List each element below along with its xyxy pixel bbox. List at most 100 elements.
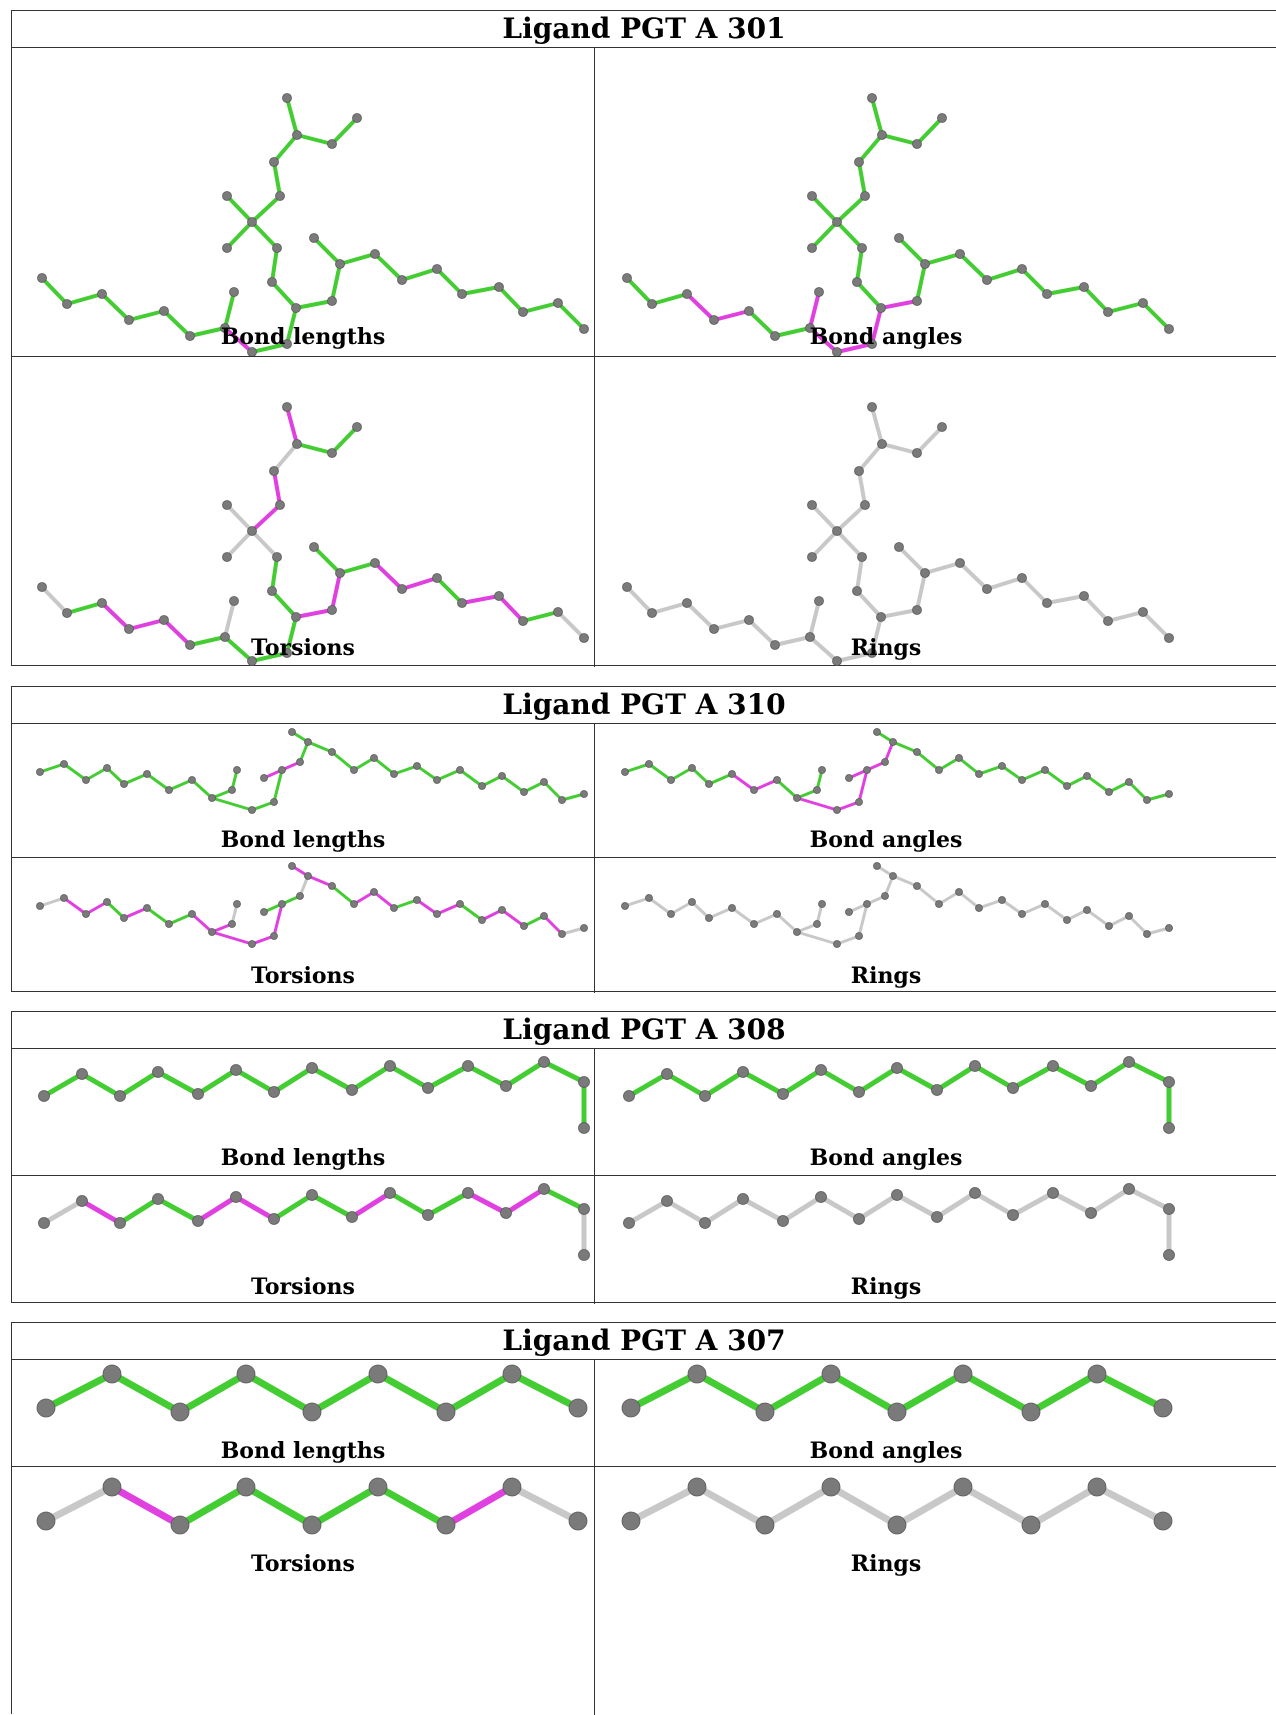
atom (860, 500, 870, 510)
molecule-view (36, 862, 588, 948)
bond (508, 1370, 582, 1412)
atom (270, 932, 278, 940)
bond (400, 576, 439, 591)
atom (397, 275, 407, 285)
bond (503, 1059, 547, 1089)
atom (36, 768, 44, 776)
view-cell: Bond lengths (12, 48, 594, 356)
atom (82, 910, 90, 918)
atom (728, 770, 736, 778)
atom (818, 766, 826, 774)
bond (740, 1069, 786, 1097)
atom (744, 615, 754, 625)
molecule-view (622, 402, 1174, 666)
bond (702, 1196, 746, 1226)
bond (250, 342, 289, 354)
bond (62, 762, 88, 782)
view-cell: Torsions (12, 857, 594, 993)
atom (282, 93, 292, 103)
atom (854, 157, 864, 167)
bond (225, 503, 254, 533)
atom (165, 786, 173, 794)
bond (556, 301, 586, 331)
atom (1085, 1207, 1097, 1219)
bond (122, 772, 149, 786)
atom (661, 1068, 673, 1080)
atom (920, 568, 930, 578)
bond (625, 276, 654, 306)
bond (195, 1194, 239, 1224)
bond (740, 1196, 786, 1224)
atom (832, 217, 842, 227)
atom (498, 906, 506, 914)
atom (807, 191, 817, 201)
atom (230, 1064, 242, 1076)
atom (621, 1398, 641, 1418)
atom (857, 243, 867, 253)
atom (969, 1187, 981, 1199)
atom (292, 439, 302, 449)
bond (1085, 774, 1111, 794)
atom (248, 806, 256, 814)
bond (773, 635, 812, 647)
view-label: Bond lengths (220, 324, 386, 350)
view-label: Bond angles (809, 827, 963, 853)
atom (580, 924, 588, 932)
atom (335, 568, 345, 578)
atom (955, 249, 965, 259)
atom (272, 552, 282, 562)
atom (661, 1195, 673, 1207)
bond (707, 772, 734, 786)
bond (117, 1069, 161, 1099)
bond (1141, 301, 1171, 331)
bond (374, 1483, 450, 1529)
bond (957, 890, 981, 910)
atom (1138, 607, 1148, 617)
bond (306, 740, 334, 754)
bond (176, 1483, 250, 1529)
bond (747, 618, 777, 647)
atom (247, 526, 257, 536)
molecule-view (38, 1183, 590, 1261)
bond (65, 601, 104, 615)
atom (38, 1090, 50, 1102)
atom (433, 776, 441, 784)
atom (832, 656, 842, 666)
atom (728, 904, 736, 912)
bond (808, 326, 839, 354)
bond (1000, 898, 1024, 916)
atom (278, 900, 286, 908)
atom (773, 776, 781, 784)
view-label: Bond lengths (220, 827, 386, 853)
atom (682, 289, 692, 299)
atom (267, 277, 277, 287)
atom (498, 772, 506, 780)
bond (195, 1067, 239, 1097)
bond (664, 1071, 708, 1099)
atom (580, 790, 588, 798)
bond (306, 874, 334, 888)
molecule-view (623, 1056, 1175, 1134)
atom (185, 331, 195, 341)
atom (352, 113, 362, 123)
bond (372, 890, 396, 910)
bond (775, 912, 799, 934)
bond (985, 576, 1024, 591)
atom (248, 940, 256, 948)
bond (934, 1190, 978, 1220)
panel-title: Ligand PGT A 308 (12, 1012, 1276, 1049)
bond (915, 571, 927, 612)
bond (233, 1067, 277, 1095)
atom (807, 500, 817, 510)
atom (1105, 922, 1113, 930)
bond (647, 762, 673, 782)
atom (97, 598, 107, 608)
molecule-view (36, 728, 588, 814)
atom (1042, 598, 1052, 608)
atom (188, 776, 196, 784)
atom (370, 558, 380, 568)
bond (810, 220, 839, 250)
bond (795, 930, 839, 946)
bond (312, 236, 342, 266)
atom (682, 598, 692, 608)
